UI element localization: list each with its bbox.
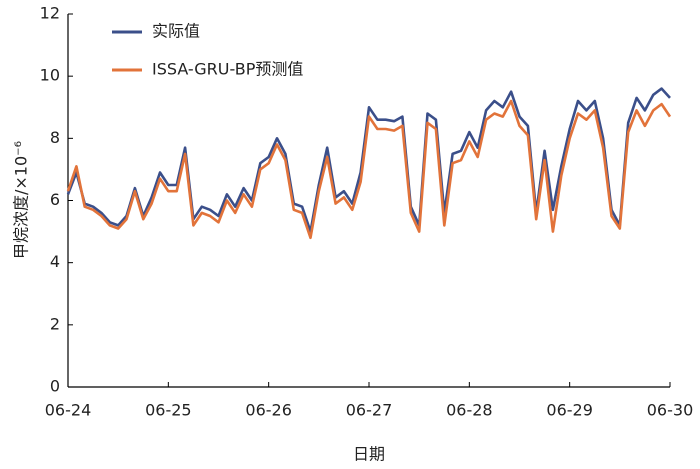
x-tick-label: 06-24 <box>45 401 92 420</box>
x-tick-label: 06-25 <box>145 401 192 420</box>
x-tick-label: 06-29 <box>546 401 593 420</box>
y-axis-label: 甲烷浓度/×10⁻⁶ <box>12 141 31 259</box>
y-tick-label: 0 <box>50 377 60 396</box>
x-tick-label: 06-28 <box>446 401 493 420</box>
y-tick-label: 2 <box>50 314 60 333</box>
y-tick-label: 12 <box>40 4 60 23</box>
x-tick-label: 06-27 <box>346 401 393 420</box>
y-tick-label: 10 <box>40 66 60 85</box>
y-tick-label: 8 <box>50 128 60 147</box>
series-line <box>66 87 671 233</box>
series-line <box>66 99 672 240</box>
x-axis-label: 日期 <box>353 445 385 464</box>
x-tick-label: 06-26 <box>245 401 292 420</box>
y-tick-label: 4 <box>50 252 60 271</box>
legend-label: ISSA-GRU-BP预测值 <box>152 60 303 79</box>
x-tick-label: 06-30 <box>647 401 694 420</box>
legend-label: 实际值 <box>152 22 200 41</box>
y-tick-label: 6 <box>50 190 60 209</box>
